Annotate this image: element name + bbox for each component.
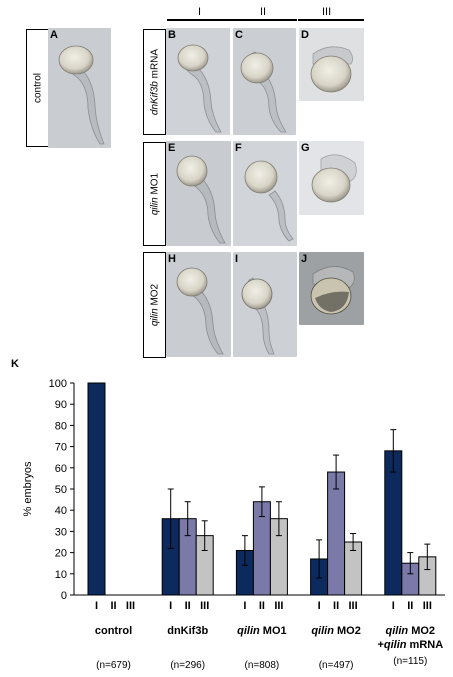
embryo-image-f bbox=[244, 160, 294, 242]
panel-d: D bbox=[299, 28, 364, 101]
panel-letter-j: J bbox=[301, 253, 308, 265]
panel-letter-h: H bbox=[168, 253, 176, 265]
column-header-1: I bbox=[198, 6, 202, 18]
bar-category-label: III bbox=[200, 600, 209, 612]
group-label: qilin MO2 bbox=[386, 625, 436, 637]
panel-letter-k: K bbox=[11, 358, 19, 370]
panel-letter-c: C bbox=[235, 29, 243, 41]
bar-category-label: II bbox=[407, 600, 413, 612]
bar-category-label: II bbox=[333, 600, 339, 612]
panel-a: A bbox=[48, 28, 111, 148]
y-tick-label: 10 bbox=[55, 569, 67, 581]
group-label-line2-prefix: + bbox=[377, 639, 383, 651]
panel-g: G bbox=[299, 141, 364, 215]
bar-category-label: I bbox=[169, 600, 172, 612]
group-label-suffix: MO2 bbox=[408, 625, 435, 637]
group-n-label: (n=808) bbox=[245, 660, 280, 671]
bar-category-label: I bbox=[392, 600, 395, 612]
bar-category-label: II bbox=[110, 600, 116, 612]
bar-category-label: II bbox=[259, 600, 265, 612]
bar-category-label: III bbox=[349, 600, 358, 612]
y-tick-label: 0 bbox=[61, 590, 67, 602]
column-header-bar-1 bbox=[167, 19, 233, 21]
embryo-image-j bbox=[310, 266, 355, 315]
group-label: qilin MO2 bbox=[311, 625, 361, 637]
group-label-line2: +qilin mRNA bbox=[377, 639, 443, 651]
bar bbox=[327, 471, 346, 596]
panel-h: H bbox=[166, 252, 231, 357]
panel-letter-f: F bbox=[235, 142, 242, 154]
y-tick-label: 70 bbox=[55, 442, 67, 454]
group-label-line2-suffix: mRNA bbox=[406, 639, 443, 651]
panel-letter-a: A bbox=[50, 29, 58, 41]
panel-letter-i: I bbox=[235, 253, 239, 265]
embryo-image-i bbox=[241, 277, 275, 355]
bar-category-label: I bbox=[243, 600, 246, 612]
bar-category-label: I bbox=[318, 600, 321, 612]
group-n-label: (n=679) bbox=[96, 660, 131, 671]
y-tick-label: 20 bbox=[55, 548, 67, 560]
group-label: dnKif3b bbox=[167, 625, 208, 637]
row-label-qilin-mo2: qilin MO2 bbox=[143, 252, 166, 358]
panel-letter-e: E bbox=[168, 142, 176, 154]
group-label: control bbox=[95, 625, 132, 637]
panel-letter-g: G bbox=[301, 142, 310, 154]
panel-f: F bbox=[233, 141, 297, 246]
panel-j: J bbox=[299, 252, 364, 325]
column-header-2: II bbox=[260, 6, 267, 18]
bar bbox=[87, 382, 106, 596]
embryo-image-b bbox=[177, 44, 222, 133]
y-tick-label: 100 bbox=[49, 378, 67, 390]
bar-category-label: III bbox=[423, 600, 432, 612]
embryo-image-c bbox=[240, 51, 287, 133]
panel-letter-d: D bbox=[301, 29, 309, 41]
embryo-image-d bbox=[310, 46, 353, 93]
group-label-gene: qilin bbox=[237, 625, 260, 637]
group-label-line2-gene: qilin bbox=[384, 639, 407, 651]
y-axis-label: % embryos bbox=[22, 461, 34, 517]
group-label-gene: qilin bbox=[386, 625, 409, 637]
row-label-qilin-mo1: qilin MO1 bbox=[143, 142, 166, 246]
panel-b: B bbox=[166, 28, 230, 135]
column-header-bar-2 bbox=[233, 19, 297, 21]
column-header-bar-3 bbox=[298, 19, 364, 21]
group-n-label: (n=115) bbox=[393, 656, 427, 667]
y-tick-label: 90 bbox=[55, 399, 67, 411]
panel-i: I bbox=[233, 252, 297, 357]
group-label-gene: qilin bbox=[311, 625, 334, 637]
group-label-suffix: MO1 bbox=[260, 625, 287, 637]
y-tick-label: 50 bbox=[55, 484, 67, 496]
embryo-image-a bbox=[58, 45, 105, 145]
bar-category-label: II bbox=[185, 600, 191, 612]
panel-e: E bbox=[166, 141, 231, 246]
y-tick-label: 30 bbox=[55, 526, 67, 538]
panel-letter-b: B bbox=[168, 29, 176, 41]
group-n-label: (n=296) bbox=[170, 660, 205, 671]
y-tick-label: 80 bbox=[55, 420, 67, 432]
group-label-suffix: MO2 bbox=[334, 625, 361, 637]
panel-c: C bbox=[233, 28, 296, 135]
bar-category-label: III bbox=[274, 600, 283, 612]
y-tick-label: 60 bbox=[55, 463, 67, 475]
bar-category-label: I bbox=[95, 600, 98, 612]
y-tick-label: 40 bbox=[55, 505, 67, 517]
group-n-label: (n=497) bbox=[319, 660, 354, 671]
embryo-image-h bbox=[176, 267, 224, 355]
group-label: qilin MO1 bbox=[237, 625, 287, 637]
embryo-image-g bbox=[311, 154, 357, 203]
row-label-dnkif3b: dnKif3b mRNA bbox=[143, 29, 166, 135]
embryo-image-e bbox=[176, 155, 226, 244]
column-header-3: III bbox=[322, 6, 332, 18]
bar-category-label: III bbox=[126, 600, 135, 612]
